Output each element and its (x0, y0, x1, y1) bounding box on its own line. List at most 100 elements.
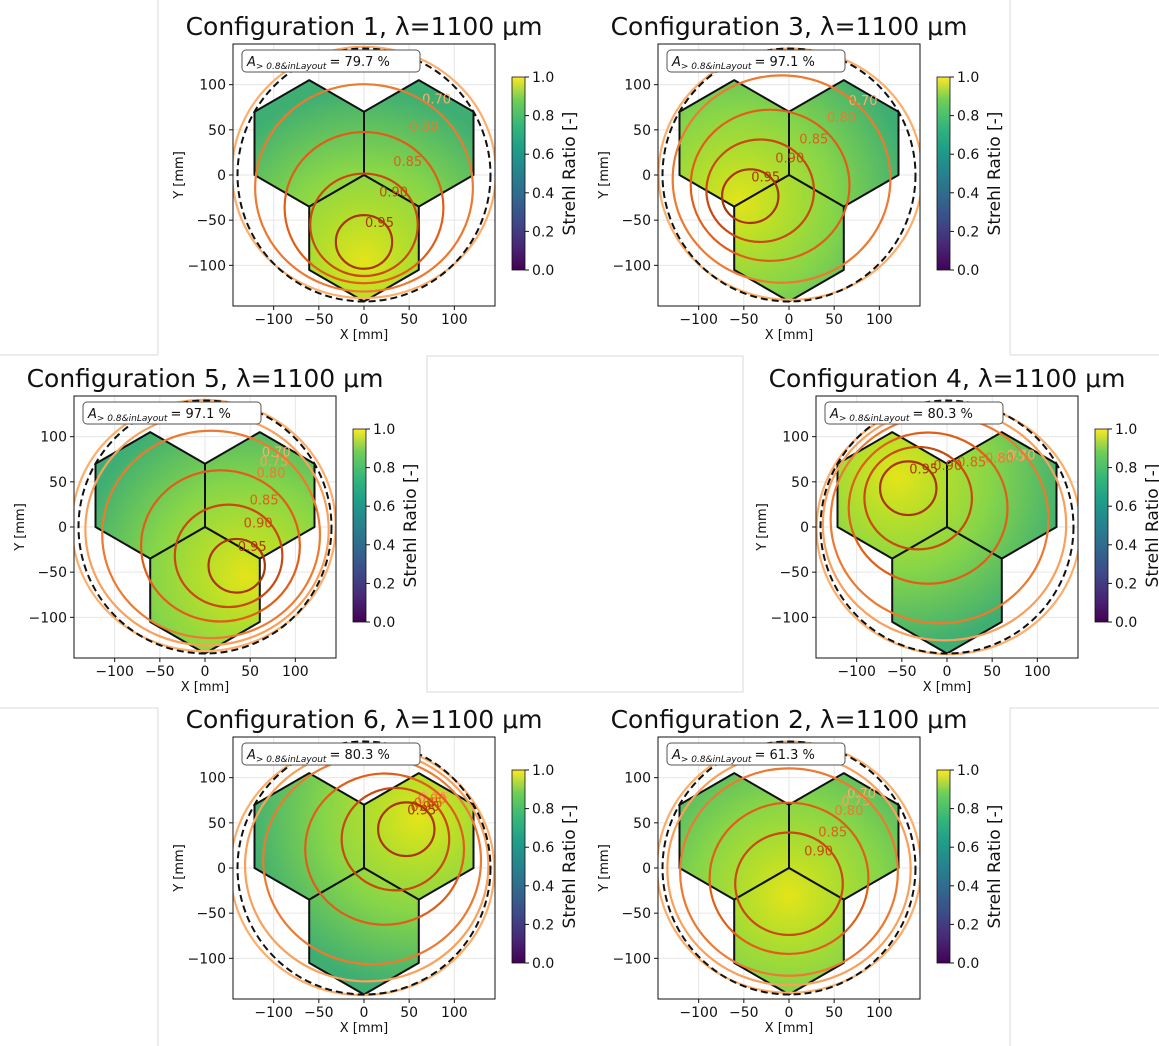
x-tick-label: 100 (866, 312, 893, 328)
y-tick-label: 50 (633, 123, 651, 139)
y-tick-label: −100 (613, 951, 651, 967)
contour-label: 0.85 (799, 133, 828, 148)
x-tick-label: 50 (983, 664, 1001, 680)
colorbar: 0.0 0.2 0.4 0.6 0.8 1.0 Strehl Ratio [-] (353, 422, 421, 631)
y-tick-label: −50 (621, 213, 651, 229)
colorbar-tick-label: 0.6 (957, 147, 979, 163)
x-tick-label: −100 (254, 1005, 292, 1021)
x-axis-label: X [mm] (923, 680, 972, 695)
colorbar-tick-label: 0.2 (1115, 576, 1137, 592)
contour-label: 0.80 (409, 120, 438, 135)
x-tick-label: −100 (679, 1005, 717, 1021)
contour-label: 0.95 (238, 540, 267, 555)
colorbar-tick-label: 1.0 (532, 70, 554, 86)
x-tick-label: −50 (145, 664, 175, 680)
y-tick-label: 0 (642, 168, 651, 184)
y-tick-label: −100 (613, 258, 651, 274)
y-tick-label: 0 (58, 520, 67, 536)
colorbar: 0.0 0.2 0.4 0.6 0.8 1.0 Strehl Ratio [-] (937, 763, 1005, 972)
x-tick-label: −50 (304, 1005, 334, 1021)
colorbar-tick-label: 0.4 (373, 538, 395, 554)
contour-label: 0.95 (751, 170, 780, 185)
x-tick-label: −50 (304, 312, 334, 328)
annotation-value: = 79.7 % (329, 55, 389, 70)
x-tick-label: 100 (441, 1005, 468, 1021)
colorbar-tick-label: 0.0 (1115, 615, 1137, 631)
y-tick-label: 0 (642, 861, 651, 877)
colorbar-tick-label: 0.8 (957, 109, 979, 125)
annotation-symbol: A (829, 407, 839, 422)
colorbar-tick-label: 0.0 (532, 263, 554, 279)
colorbar-tick-label: 0.4 (1115, 538, 1137, 554)
x-tick-label: 100 (282, 664, 309, 680)
y-tick-label: 50 (208, 123, 226, 139)
annotation-value: = 80.3 % (329, 748, 389, 763)
annotation-subscript: > 0.8&inLayout (256, 62, 327, 72)
y-axis-label: Y [mm] (172, 844, 187, 893)
colorbar-gradient (512, 770, 525, 963)
x-tick-label: −50 (887, 664, 917, 680)
annotation-subscript: > 0.8&inLayout (681, 62, 752, 72)
y-tick-label: −50 (196, 906, 226, 922)
colorbar-tick-label: 0.4 (957, 879, 979, 895)
subplot-3: Configuration 5, λ=1100 μm0.700.750.800.… (13, 364, 421, 695)
x-tick-label: 0 (201, 664, 210, 680)
colorbar-label: Strehl Ratio [-] (401, 464, 421, 588)
colorbar-tick-label: 1.0 (373, 422, 395, 438)
y-tick-label: −100 (188, 951, 226, 967)
subplot-title: Configuration 1, λ=1100 μm (186, 12, 543, 41)
area-annotation: A> 0.8&inLayout = 80.3 % (242, 743, 420, 765)
colorbar-tick-label: 0.8 (532, 109, 554, 125)
colorbar-tick-label: 0.0 (957, 956, 979, 972)
contour-label: 0.85 (393, 155, 422, 170)
y-axis-label: Y [mm] (755, 503, 770, 552)
x-tick-label: 50 (400, 1005, 418, 1021)
colorbar-tick-label: 0.0 (373, 615, 395, 631)
colorbar-gradient (937, 770, 950, 963)
x-axis-label: X [mm] (765, 328, 814, 343)
x-tick-label: 0 (360, 1005, 369, 1021)
y-tick-label: 50 (791, 475, 809, 491)
annotation-symbol: A (246, 55, 256, 70)
contour-label: 0.95 (407, 803, 436, 818)
y-tick-label: 100 (624, 771, 651, 787)
x-tick-label: 100 (866, 1005, 893, 1021)
colorbar-tick-label: 0.8 (532, 802, 554, 818)
y-tick-label: 0 (800, 520, 809, 536)
area-annotation: A> 0.8&inLayout = 97.1 % (83, 402, 261, 424)
colorbar-tick-label: 0.8 (1115, 461, 1137, 477)
y-tick-label: 0 (217, 168, 226, 184)
annotation-subscript: > 0.8&inLayout (681, 755, 752, 765)
colorbar-tick-label: 0.6 (373, 499, 395, 515)
colorbar-tick-label: 0.0 (532, 956, 554, 972)
y-tick-label: −100 (188, 258, 226, 274)
colorbar-label: Strehl Ratio [-] (560, 112, 580, 236)
colorbar-label: Strehl Ratio [-] (1143, 464, 1159, 588)
colorbar-gradient (937, 77, 950, 270)
colorbar-tick-label: 0.4 (957, 186, 979, 202)
x-tick-label: −50 (729, 1005, 759, 1021)
y-axis-label: Y [mm] (597, 151, 612, 200)
annotation-symbol: A (671, 748, 681, 763)
y-tick-label: 100 (199, 78, 226, 94)
colorbar-tick-label: 0.8 (373, 461, 395, 477)
colorbar-gradient (1095, 429, 1108, 622)
colorbar-tick-label: 1.0 (957, 763, 979, 779)
x-tick-label: −100 (95, 664, 133, 680)
contour-label: 0.80 (256, 466, 285, 481)
contour-label: 0.90 (379, 186, 408, 201)
colorbar-tick-label: 0.6 (532, 147, 554, 163)
x-axis-label: X [mm] (340, 1021, 389, 1036)
x-tick-label: 50 (241, 664, 259, 680)
annotation-value: = 80.3 % (912, 407, 972, 422)
x-tick-label: 50 (825, 312, 843, 328)
colorbar-label: Strehl Ratio [-] (560, 805, 580, 929)
y-tick-label: −50 (37, 565, 67, 581)
x-tick-label: 100 (1024, 664, 1051, 680)
x-tick-label: −100 (679, 312, 717, 328)
colorbar-tick-label: 0.2 (957, 224, 979, 240)
y-axis-label: Y [mm] (13, 503, 28, 552)
subplot-title: Configuration 6, λ=1100 μm (186, 705, 543, 734)
colorbar-tick-label: 0.0 (957, 263, 979, 279)
